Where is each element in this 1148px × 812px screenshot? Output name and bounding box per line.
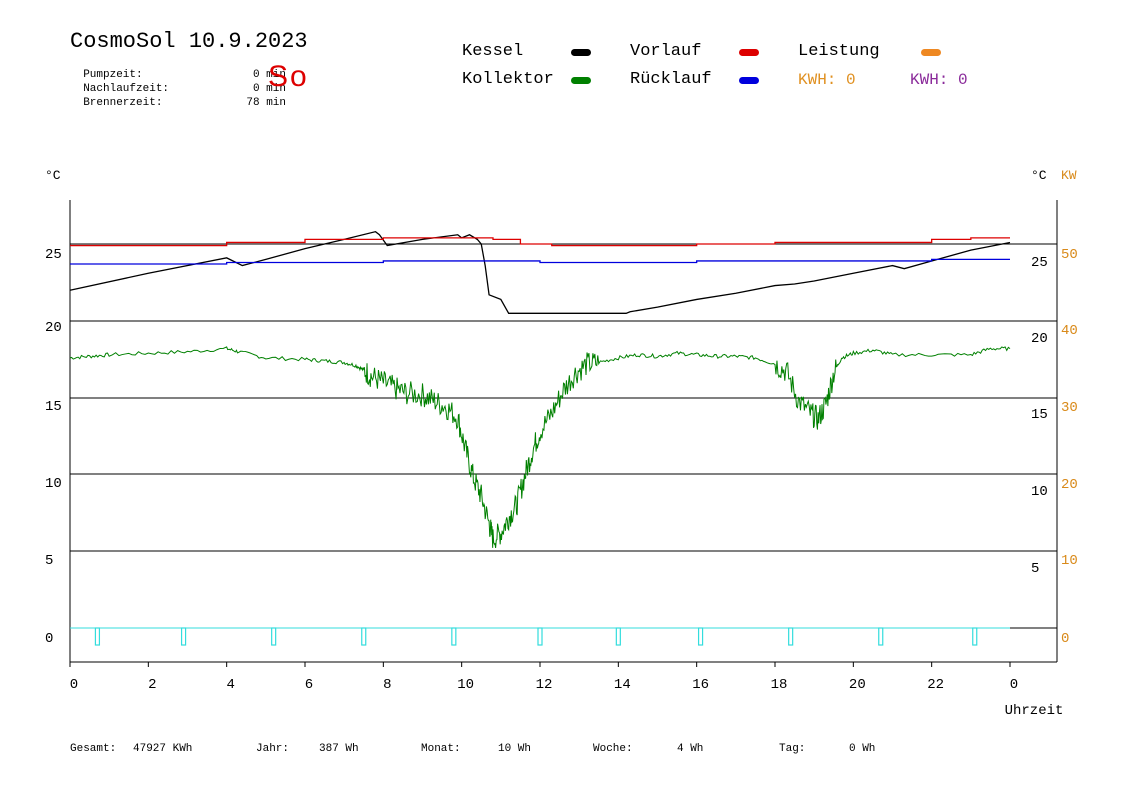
pump-pulse-marker	[451, 627, 457, 646]
y-tick-label: 10	[1031, 484, 1048, 500]
stat-tag-value: 0 Wh	[849, 743, 876, 755]
info-label: Brennerzeit:	[83, 97, 163, 109]
kwh-value-leistung: KWH: 0	[798, 71, 856, 89]
legend-leistung: Leistung	[798, 42, 880, 61]
x-tick-label: 18	[771, 677, 788, 693]
legend-kessel-swatch	[571, 49, 591, 56]
kw-tick-label: 50	[1061, 247, 1078, 263]
y-tick-label: 0	[45, 631, 53, 647]
y-tick-label: 15	[1031, 407, 1048, 423]
y-tick-label: 10	[45, 476, 62, 492]
y-tick-label: 25	[45, 247, 62, 263]
y-tick-label: 5	[45, 553, 53, 569]
stat-monat-value: 10 Wh	[498, 743, 532, 755]
legend-ruecklauf-swatch	[739, 77, 759, 84]
x-tick-label: 0	[70, 677, 78, 693]
y-tick-label: 20	[1031, 331, 1048, 347]
stat-monat-label: Monat:	[421, 743, 461, 755]
legend-vorlauf: Vorlauf	[630, 42, 702, 61]
x-tick-label: 10	[457, 677, 474, 693]
y-tick-label: 25	[1031, 255, 1048, 271]
y-tick-label: 5	[1031, 561, 1039, 577]
info-value: 0 min	[252, 69, 286, 81]
x-tick-label: 16	[692, 677, 709, 693]
chart-series	[69, 230, 1011, 646]
pump-pulse-marker	[180, 627, 187, 646]
unit-right-kw: KW	[1061, 168, 1077, 183]
series-ruecklauf-line	[70, 258, 1010, 265]
x-tick-label: 4	[226, 677, 234, 693]
legend-ruecklauf: Rücklauf	[630, 70, 712, 89]
info-pumpzeit: Pumpzeit: 0 min	[70, 57, 286, 81]
pump-pulse-marker	[788, 627, 794, 646]
x-tick-label: 22	[927, 677, 944, 693]
info-value: 0 min	[252, 83, 286, 95]
kw-tick-label: 20	[1061, 477, 1078, 493]
unit-left-celsius: °C	[45, 168, 61, 183]
pump-pulse-marker	[361, 627, 367, 646]
chart-grid	[69, 200, 1058, 667]
stat-tag-label: Tag:	[779, 743, 806, 755]
x-tick-label: 20	[849, 677, 866, 693]
x-axis-label: Uhrzeit	[1005, 703, 1064, 719]
stat-woche-value: 4 Wh	[677, 743, 704, 755]
kw-tick-label: 30	[1061, 400, 1078, 416]
pump-pulse-marker	[271, 627, 277, 646]
legend-leistung-swatch	[921, 49, 941, 56]
series-vorlauf-line	[70, 237, 1010, 247]
stat-jahr-label: Jahr:	[256, 743, 290, 755]
pump-pulse-marker	[878, 627, 884, 646]
info-value: 78 min	[246, 97, 286, 109]
x-tick-label: 6	[305, 677, 313, 693]
legend-kollektor: Kollektor	[462, 70, 554, 89]
pump-pulse-marker	[697, 627, 704, 646]
info-label: Pumpzeit:	[83, 69, 143, 81]
info-brennerzeit: Brennerzeit: 78 min	[70, 85, 286, 109]
kw-tick-label: 0	[1061, 631, 1069, 647]
pump-pulse-marker	[615, 627, 621, 646]
info-label: Nachlaufzeit:	[83, 83, 170, 95]
y-tick-label: 20	[45, 320, 62, 336]
x-tick-label: 8	[383, 677, 391, 693]
series-kollektor-line	[69, 346, 1011, 549]
info-nachlaufzeit: Nachlaufzeit: 0 min	[70, 71, 286, 95]
kwh-value-secondary: KWH: 0	[910, 71, 968, 89]
x-tick-label: 12	[536, 677, 553, 693]
pump-pulse-marker	[94, 627, 101, 646]
y-tick-label: 15	[45, 399, 62, 415]
weekday-label: So	[268, 60, 309, 93]
x-tick-label: 14	[614, 677, 631, 693]
legend-kollektor-swatch	[571, 77, 591, 84]
x-tick-label: 0	[1010, 677, 1018, 693]
x-tick-label: 2	[148, 677, 156, 693]
chart-title: CosmoSol 10.9.2023	[70, 29, 308, 54]
pump-pulse-marker	[972, 627, 978, 646]
stat-gesamt-value: 47927 KWh	[133, 743, 193, 755]
kw-tick-label: 40	[1061, 323, 1078, 339]
stat-woche-label: Woche:	[593, 743, 633, 755]
stat-gesamt-label: Gesamt:	[70, 743, 117, 755]
legend-kessel: Kessel	[462, 42, 524, 61]
kw-tick-label: 10	[1061, 553, 1078, 569]
stat-jahr-value: 387 Wh	[319, 743, 359, 755]
pump-pulse-marker	[537, 627, 543, 646]
legend-vorlauf-swatch	[739, 49, 759, 56]
series-kessel-line	[69, 230, 1011, 314]
unit-right-celsius: °C	[1031, 168, 1047, 183]
